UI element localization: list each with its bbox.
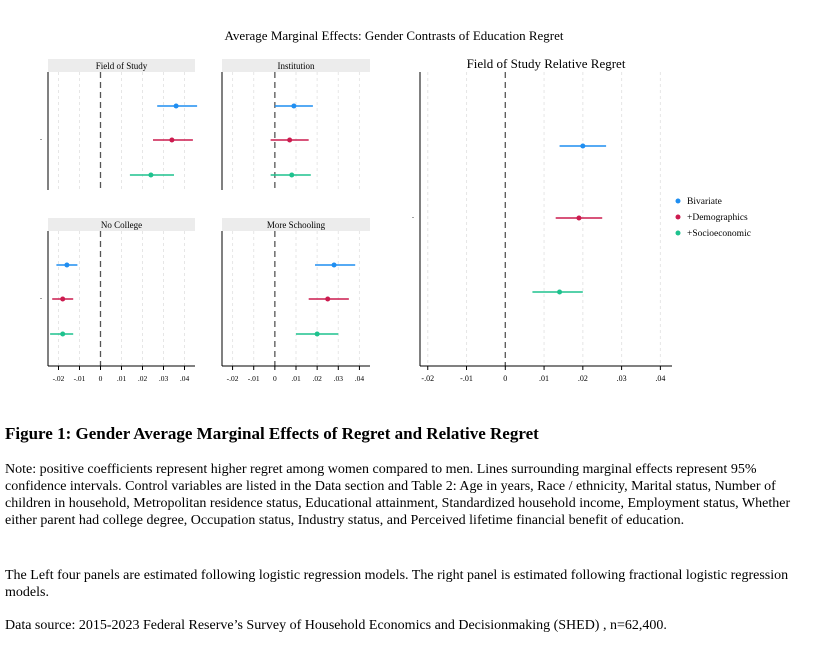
point-estimate (60, 296, 66, 302)
x-tick-label: -.01 (460, 374, 473, 383)
x-tick-label: .02 (578, 374, 588, 383)
point-estimate (576, 215, 582, 221)
point-estimate (287, 137, 293, 143)
figure-data-source: Data source: 2015-2023 Federal Reserve’s… (5, 618, 667, 633)
point-estimate (331, 262, 337, 268)
panel-title-strip (222, 218, 370, 231)
point-estimate (64, 262, 70, 268)
panel-field-of-study: Field of Study. (40, 59, 198, 190)
panel-title: Field of Study Relative Regret (467, 56, 626, 71)
x-tick-label: .03 (159, 374, 169, 383)
figure-model-note: The Left four panels are estimated follo… (5, 568, 789, 600)
panel-title: More Schooling (267, 220, 326, 230)
panel-institution: Institution (221, 59, 370, 190)
x-tick-label: -.01 (74, 374, 86, 383)
point-estimate (325, 296, 331, 302)
y-tick-label: . (40, 133, 42, 142)
x-tick-label: .03 (334, 374, 344, 383)
point-estimate (148, 172, 154, 178)
panel-title: Institution (277, 61, 315, 71)
x-tick-label: .01 (117, 374, 127, 383)
point-estimate (289, 172, 295, 178)
panel-title-strip (222, 59, 370, 72)
legend-label: +Demographics (687, 213, 748, 223)
legend-label: +Socioeconomic (687, 229, 751, 239)
x-tick-label: -.02 (421, 374, 434, 383)
x-tick-label: .01 (291, 374, 301, 383)
x-tick-label: .03 (617, 374, 627, 383)
x-tick-label: -.01 (248, 374, 260, 383)
x-tick-label: .04 (180, 374, 190, 383)
x-tick-label: 0 (503, 374, 507, 383)
panel-title: No College (101, 220, 142, 230)
point-estimate (60, 331, 66, 337)
y-tick-label: . (40, 292, 42, 301)
figure-suptitle: Average Marginal Effects: Gender Contras… (225, 28, 564, 43)
x-tick-label: .02 (312, 374, 322, 383)
legend-label: Bivariate (687, 197, 722, 207)
point-estimate (580, 143, 586, 149)
point-estimate (169, 137, 175, 143)
x-tick-label: 0 (99, 374, 103, 383)
panel-title-strip (48, 59, 195, 72)
panel-no-college: No College. -.02 -.01 0 .01 .02 .03 .04 (40, 218, 195, 383)
x-tick-label: -.02 (227, 374, 239, 383)
point-estimate (314, 331, 320, 337)
x-tick-label: .04 (655, 374, 665, 383)
y-tick-label: . (412, 211, 414, 220)
legend-marker (675, 230, 681, 236)
panel-more-schooling: More Schooling -.02 -.01 0 .01 .02 .03 .04 (221, 218, 370, 383)
point-estimate (557, 289, 563, 295)
figure-caption-title: Figure 1: Gender Average Marginal Effect… (5, 424, 539, 443)
panel-field-of-study-relative-regret: Field of Study Relative Regret. -.02 -.01 0… (412, 56, 672, 383)
panel-title-strip (48, 218, 195, 231)
x-tick-label: 0 (273, 374, 277, 383)
point-estimate (291, 103, 297, 109)
point-estimate (173, 103, 179, 109)
legend-marker (675, 214, 681, 220)
x-tick-label: -.02 (53, 374, 65, 383)
legend-marker (675, 198, 681, 204)
figure-note: Note: positive coefficients represent hi… (5, 462, 791, 528)
chart-legend: Bivariate +Demographics +Socioeconomic (675, 197, 751, 239)
figure-canvas: Average Marginal Effects: Gender Contras… (40, 28, 751, 383)
chart-panels: Field of Study. Institution No College. -.0… (40, 56, 672, 383)
x-tick-label: .02 (138, 374, 148, 383)
panel-title: Field of Study (96, 61, 148, 71)
x-tick-label: .01 (539, 374, 549, 383)
x-tick-label: .04 (355, 374, 365, 383)
